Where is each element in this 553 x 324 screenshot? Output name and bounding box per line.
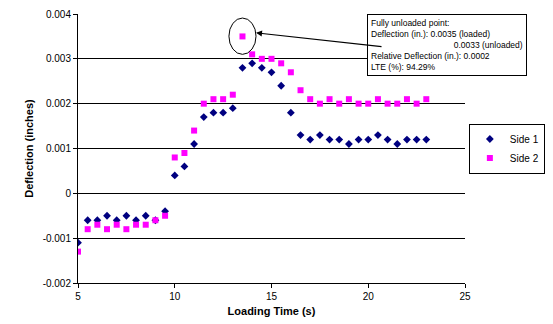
svg-text:0.002: 0.002 <box>46 98 71 109</box>
svg-text:Side 2: Side 2 <box>510 153 539 164</box>
svg-text:Loading Time (s): Loading Time (s) <box>228 305 316 317</box>
svg-text:0.004: 0.004 <box>46 9 71 20</box>
svg-text:15: 15 <box>266 291 278 302</box>
svg-text:25: 25 <box>459 291 471 302</box>
svg-text:0.003: 0.003 <box>46 53 71 64</box>
svg-text:5: 5 <box>75 291 81 302</box>
svg-text:-0.001: -0.001 <box>43 233 72 244</box>
svg-text:-0.002: -0.002 <box>43 278 72 289</box>
svg-text:0: 0 <box>65 188 71 199</box>
svg-text:20: 20 <box>363 291 375 302</box>
svg-text:Side 1: Side 1 <box>510 134 539 145</box>
svg-text:Deflection (inches): Deflection (inches) <box>23 99 35 198</box>
svg-text:10: 10 <box>169 291 181 302</box>
svg-text:Fully unloaded point:Deflectio: Fully unloaded point:Deflection (in.): 0… <box>371 18 523 72</box>
svg-text:0.001: 0.001 <box>46 143 71 154</box>
